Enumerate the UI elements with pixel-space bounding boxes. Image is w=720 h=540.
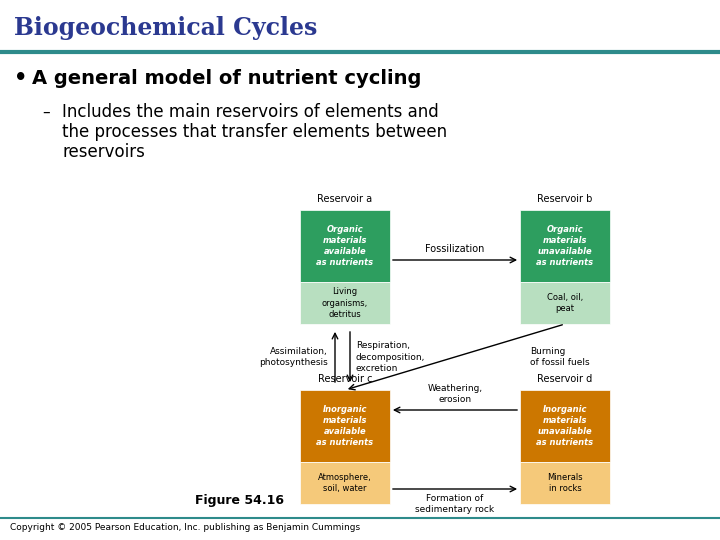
Bar: [520, 462, 610, 504]
Text: Inorganic
materials
available
as nutrients: Inorganic materials available as nutrien…: [316, 405, 374, 447]
Text: Minerals
in rocks: Minerals in rocks: [547, 473, 582, 493]
Bar: [300, 462, 390, 504]
Text: Living
organisms,
detritus: Living organisms, detritus: [322, 287, 368, 319]
Text: Formation of
sedimentary rock: Formation of sedimentary rock: [415, 494, 495, 514]
Text: the processes that transfer elements between: the processes that transfer elements bet…: [62, 123, 447, 141]
Bar: [300, 390, 390, 462]
Text: Figure 54.16: Figure 54.16: [195, 494, 284, 507]
Text: Inorganic
materials
unavailable
as nutrients: Inorganic materials unavailable as nutri…: [536, 405, 593, 447]
Text: Organic
materials
available
as nutrients: Organic materials available as nutrients: [316, 225, 374, 267]
Text: Atmosphere,
soil, water: Atmosphere, soil, water: [318, 473, 372, 493]
Text: Organic
materials
unavailable
as nutrients: Organic materials unavailable as nutrien…: [536, 225, 593, 267]
Text: Coal, oil,
peat: Coal, oil, peat: [547, 293, 583, 313]
Text: Reservoir d: Reservoir d: [537, 374, 593, 384]
Bar: [300, 282, 390, 324]
Text: Reservoir c: Reservoir c: [318, 374, 372, 384]
Bar: [520, 282, 610, 324]
Text: Assimilation,
photosynthesis: Assimilation, photosynthesis: [259, 347, 328, 367]
Text: Fossilization: Fossilization: [426, 244, 485, 254]
Text: Includes the main reservoirs of elements and: Includes the main reservoirs of elements…: [62, 103, 438, 121]
Text: Burning
of fossil fuels: Burning of fossil fuels: [530, 347, 590, 367]
Text: Respiration,
decomposition,
excretion: Respiration, decomposition, excretion: [356, 341, 426, 373]
Text: Reservoir a: Reservoir a: [318, 194, 372, 204]
Bar: [520, 210, 610, 282]
Text: reservoirs: reservoirs: [62, 143, 145, 161]
Text: Copyright © 2005 Pearson Education, Inc. publishing as Benjamin Cummings: Copyright © 2005 Pearson Education, Inc.…: [10, 523, 360, 532]
Text: A general model of nutrient cycling: A general model of nutrient cycling: [32, 69, 421, 87]
Text: –: –: [42, 105, 50, 119]
Text: Biogeochemical Cycles: Biogeochemical Cycles: [14, 16, 318, 40]
Text: Weathering,
erosion: Weathering, erosion: [428, 384, 482, 404]
Text: Reservoir b: Reservoir b: [537, 194, 593, 204]
Bar: [520, 390, 610, 462]
Text: •: •: [14, 68, 27, 88]
Bar: [300, 210, 390, 282]
